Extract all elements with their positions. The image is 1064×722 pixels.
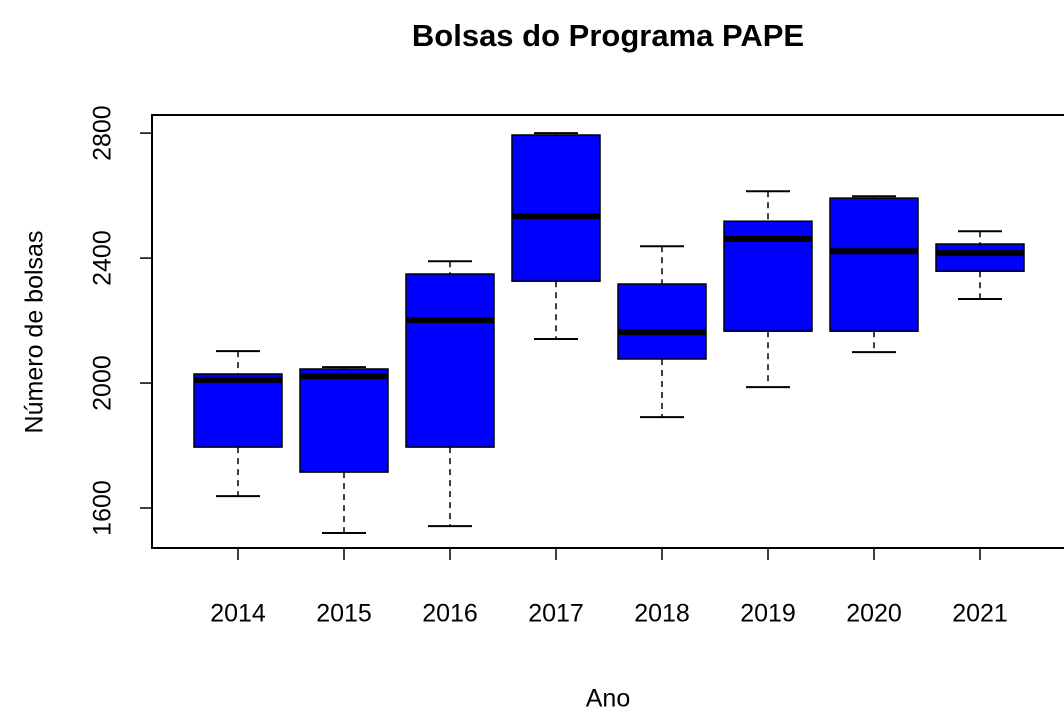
x-axis-label: Ano	[586, 685, 630, 713]
y-axis-label: Número de bolsas	[21, 231, 49, 434]
x-tick-label: 2014	[210, 600, 266, 628]
y-tick-label: 2000	[89, 355, 117, 411]
x-tick-label: 2018	[634, 600, 690, 628]
y-tick-label: 1600	[89, 480, 117, 536]
x-tick-label: 2017	[528, 600, 584, 628]
box	[405, 273, 495, 448]
chart-title: Bolsas do Programa PAPE	[412, 18, 804, 53]
x-tick-label: 2021	[952, 600, 1008, 628]
x-tick-label: 2019	[740, 600, 796, 628]
y-tick-label: 2800	[89, 105, 117, 161]
plot-frame	[151, 114, 1064, 549]
x-tick-label: 2020	[846, 600, 902, 628]
box	[829, 197, 919, 332]
x-tick-label: 2015	[316, 600, 372, 628]
box	[617, 283, 707, 360]
x-tick-label: 2016	[422, 600, 478, 628]
y-tick-label: 2400	[89, 230, 117, 286]
box	[193, 373, 283, 448]
box	[299, 368, 389, 473]
box	[935, 243, 1025, 272]
box	[511, 134, 601, 282]
